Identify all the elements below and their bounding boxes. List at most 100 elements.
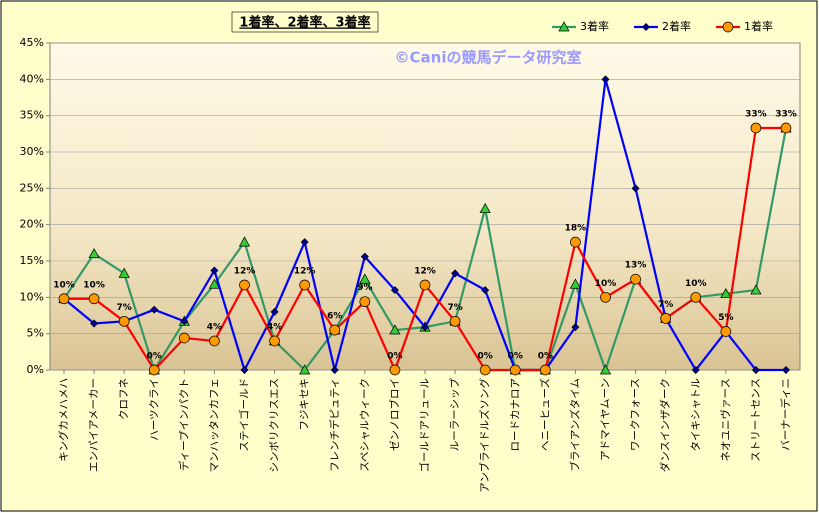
x-tick-label: ヘニーヒューズ bbox=[538, 378, 551, 451]
marker bbox=[539, 364, 551, 376]
y-tick-label: 20% bbox=[20, 218, 44, 231]
marker bbox=[88, 293, 100, 305]
marker bbox=[88, 248, 100, 259]
marker bbox=[390, 286, 399, 295]
data-label: 33% bbox=[775, 110, 797, 120]
data-label: 18% bbox=[565, 224, 587, 234]
marker bbox=[481, 286, 490, 295]
marker bbox=[569, 278, 582, 289]
marker bbox=[570, 236, 581, 248]
data-label: 10% bbox=[685, 279, 707, 289]
marker bbox=[479, 202, 491, 214]
marker bbox=[118, 315, 130, 327]
marker bbox=[270, 307, 279, 316]
marker bbox=[642, 23, 650, 31]
marker bbox=[209, 335, 220, 347]
y-tick-label: 10% bbox=[20, 290, 44, 303]
y-tick-label: 40% bbox=[20, 72, 44, 85]
data-label: 12% bbox=[234, 266, 256, 276]
y-tick-label: 0% bbox=[27, 363, 44, 376]
marker bbox=[240, 366, 249, 374]
x-tick-label: ルーラーシップ bbox=[449, 378, 461, 452]
data-label: 7% bbox=[658, 300, 673, 310]
y-tick-label: 25% bbox=[20, 181, 44, 194]
x-tick-label: エンパイアメーカー bbox=[88, 378, 100, 472]
y-tick-label: 35% bbox=[20, 109, 44, 122]
y-tick-label: 15% bbox=[20, 254, 44, 267]
data-label: 0% bbox=[387, 352, 402, 362]
x-tick-label: ゴールドアリュール bbox=[418, 378, 431, 473]
x-tick-label: バーナーディニ bbox=[779, 378, 792, 451]
data-label: 4% bbox=[207, 322, 222, 332]
marker bbox=[118, 267, 130, 278]
marker bbox=[601, 75, 610, 84]
data-label: 5% bbox=[718, 313, 733, 323]
marker bbox=[750, 284, 762, 295]
x-tick-label: シンボリクリスエス bbox=[269, 378, 281, 473]
data-label: 10% bbox=[53, 280, 75, 290]
data-label: 7% bbox=[447, 303, 462, 313]
data-label: 6% bbox=[327, 312, 342, 322]
marker bbox=[660, 313, 672, 324]
marker bbox=[750, 122, 762, 134]
data-label: 10% bbox=[595, 279, 617, 289]
plot-area bbox=[49, 42, 801, 371]
marker bbox=[359, 273, 371, 284]
x-tick-label: アドマイヤムーン bbox=[600, 378, 612, 461]
marker bbox=[631, 184, 640, 193]
marker bbox=[751, 366, 760, 374]
marker bbox=[782, 366, 790, 374]
x-tick-label: ストリートセンス bbox=[750, 378, 762, 462]
marker bbox=[238, 236, 251, 247]
x-tick-label: タイキシャトル bbox=[690, 378, 702, 452]
x-tick-label: ハーツクライ bbox=[148, 378, 160, 441]
x-tick-label: ステイゴールド bbox=[238, 378, 251, 452]
marker bbox=[329, 324, 341, 336]
marker bbox=[479, 364, 491, 376]
marker bbox=[178, 332, 190, 344]
marker bbox=[90, 319, 99, 328]
data-label: 10% bbox=[83, 280, 105, 290]
data-label: 33% bbox=[745, 110, 767, 120]
data-label: 0% bbox=[538, 352, 553, 362]
marker bbox=[600, 291, 611, 303]
x-tick-label: キングカメハメハ bbox=[57, 378, 70, 462]
marker bbox=[691, 366, 700, 374]
marker bbox=[58, 293, 70, 305]
data-label: 0% bbox=[147, 352, 162, 362]
y-tick-label: 45% bbox=[20, 36, 44, 49]
title-box bbox=[231, 11, 379, 33]
x-tick-label: ワークフォース bbox=[630, 378, 642, 451]
marker bbox=[599, 364, 612, 375]
marker bbox=[180, 317, 189, 326]
legend-label: 3着率 bbox=[580, 19, 609, 33]
data-label: 0% bbox=[478, 352, 493, 362]
x-tick-label: スペシャルウィーク bbox=[359, 378, 371, 472]
marker bbox=[239, 279, 250, 291]
plot-layer: 0% 5% 10% 15% 20% 25% 30% 35% 40% 45% キングカメハメハ エンパイ… bbox=[20, 19, 800, 493]
x-tick-label: フジキセキ bbox=[299, 378, 311, 431]
marker bbox=[722, 21, 734, 33]
x-tick-label: ロードカナロア bbox=[509, 378, 521, 452]
marker bbox=[451, 269, 460, 278]
chart-title: 1着率、2着率、3着率 bbox=[239, 15, 370, 31]
data-label: 7% bbox=[117, 303, 132, 313]
legend-label: 2着率 bbox=[662, 19, 691, 33]
watermark: ©Caniの競馬データ研究室 bbox=[395, 49, 582, 67]
marker bbox=[389, 364, 401, 376]
marker bbox=[558, 21, 570, 32]
marker bbox=[299, 364, 311, 375]
marker bbox=[359, 296, 371, 308]
marker bbox=[300, 238, 309, 247]
x-tick-label: フレンチデピュティ bbox=[328, 378, 341, 472]
marker bbox=[210, 266, 219, 275]
x-tick-label: ゼンノロブロイ bbox=[388, 378, 401, 451]
marker bbox=[421, 323, 429, 332]
data-label: 12% bbox=[294, 266, 316, 276]
marker bbox=[148, 364, 160, 376]
marker bbox=[419, 279, 431, 291]
marker bbox=[299, 279, 311, 291]
x-tick-label: クロフネ bbox=[118, 378, 130, 420]
marker bbox=[389, 324, 401, 335]
